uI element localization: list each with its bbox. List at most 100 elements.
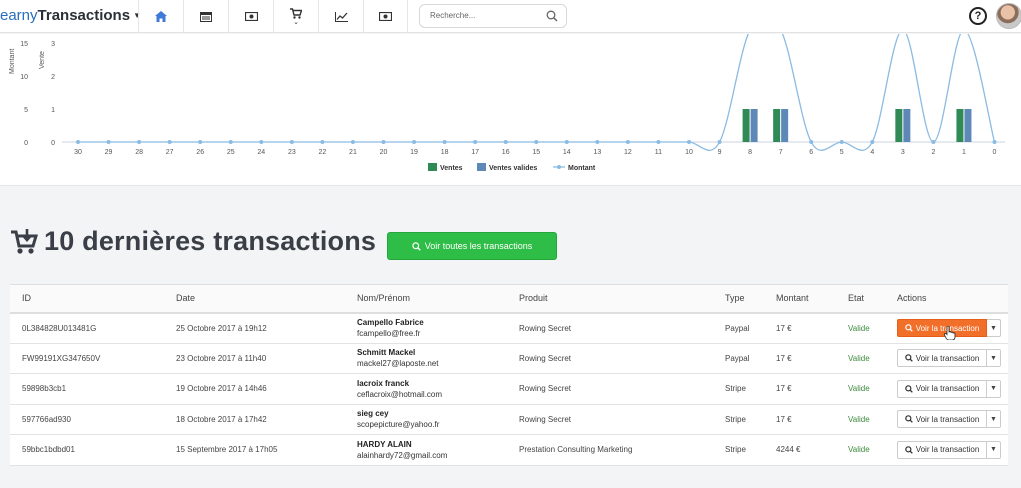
cell-product: Prestation Consulting Marketing — [519, 445, 633, 455]
transactions-table-wrap: ID Date Nom/Prénom Produit Type Montant … — [10, 284, 1008, 466]
cell-id: 59bbc1bdbd01 — [22, 445, 75, 455]
brand-part1: earny — [0, 7, 38, 24]
customer-email: alainhardy72@gmail.com — [357, 450, 448, 460]
point-montant — [717, 140, 722, 144]
table-row: 597766ad930 18 Octobre 2017 à 17h42 sieg… — [10, 404, 1008, 435]
x-tick-label: 9 — [718, 149, 722, 156]
cell-state: Valide — [848, 384, 870, 394]
hand-cursor-icon — [944, 326, 956, 340]
search-icon[interactable] — [546, 10, 558, 22]
search-box[interactable] — [419, 4, 567, 28]
cell-actions: Voir la transaction ▼ — [885, 343, 1008, 374]
cell-amount: 4244 € — [776, 445, 801, 455]
view-transaction-label: Voir la transaction — [915, 353, 980, 363]
nav-home[interactable] — [138, 0, 183, 33]
table-row: 59898b3cb1 19 Octobre 2017 à 14h46 lacro… — [10, 374, 1008, 404]
view-transaction-button[interactable]: Voir la transaction — [897, 379, 987, 398]
avatar[interactable] — [996, 3, 1021, 29]
x-tick-label: 5 — [840, 149, 844, 156]
nav-cart[interactable]: ⌄ — [273, 0, 318, 33]
view-transaction-button[interactable]: Voir la transaction — [897, 410, 987, 429]
action-dropdown-caret-icon[interactable]: ▼ — [987, 410, 1001, 429]
chevron-down-icon: ⌄ — [293, 18, 299, 26]
brand-logo[interactable]: earnyTransactions ▼ — [0, 7, 141, 24]
cell-state: Valide — [848, 414, 870, 424]
customer-email: fcampello@free.fr — [357, 329, 421, 338]
x-tick-label: 7 — [779, 149, 783, 156]
legend-label-ventes-valides: Ventes valides — [489, 165, 537, 172]
point-montant — [320, 140, 325, 144]
point-montant — [137, 140, 142, 144]
section-header: 10 dernières transactions — [10, 226, 376, 257]
search-icon — [904, 445, 913, 454]
view-all-transactions-button[interactable]: Voir toutes les transactions — [387, 232, 557, 260]
col-header-product[interactable]: Produit — [519, 293, 548, 304]
nav-cash[interactable] — [363, 0, 408, 33]
table-row: FW99191XG347650V 23 Octobre 2017 à 11h40… — [10, 343, 1008, 374]
x-tick-label: 22 — [319, 149, 327, 156]
x-tick-label: 3 — [901, 149, 905, 156]
bar-ventes-valides — [750, 109, 758, 142]
bar-ventes — [956, 109, 964, 142]
action-dropdown-caret-icon[interactable]: ▼ — [987, 319, 1001, 337]
point-montant — [381, 140, 386, 144]
brand-caret-icon: ▼ — [133, 11, 141, 20]
action-dropdown-caret-icon[interactable]: ▼ — [987, 379, 1001, 398]
point-montant — [625, 140, 630, 144]
point-montant — [350, 140, 355, 144]
x-tick-label: 18 — [441, 149, 449, 156]
action-dropdown-caret-icon[interactable]: ▼ — [987, 440, 1001, 459]
cell-amount: 17 € — [776, 414, 792, 424]
bar-ventes-valides — [903, 109, 911, 142]
cell-customer: Campello Fabrice fcampello@free.fr — [345, 313, 507, 344]
y-tick-label-vente: 0 — [51, 140, 55, 147]
nav-money[interactable] — [228, 0, 273, 33]
view-transaction-button[interactable]: Voir la transaction — [897, 440, 987, 459]
x-tick-label: 26 — [196, 149, 204, 156]
x-tick-label: 15 — [532, 149, 540, 156]
cash-icon — [379, 12, 392, 21]
cell-id: 59898b3cb1 — [22, 384, 67, 394]
point-montant — [534, 140, 539, 144]
col-header-type[interactable]: Type — [725, 293, 745, 304]
y-tick-label-montant: 10 — [20, 74, 28, 81]
col-header-state[interactable]: Etat — [848, 293, 865, 304]
view-transaction-button[interactable]: Voir la transaction — [897, 319, 987, 337]
customer-email: mackel27@laposte.net — [357, 359, 439, 369]
search-icon — [904, 384, 913, 393]
point-montant — [473, 140, 478, 144]
col-header-id[interactable]: ID — [22, 293, 31, 304]
x-tick-label: 28 — [135, 149, 143, 156]
x-tick-label: 0 — [993, 149, 997, 156]
x-tick-label: 27 — [166, 149, 174, 156]
nav-calendar[interactable] — [183, 0, 228, 33]
col-header-date[interactable]: Date — [176, 293, 196, 304]
point-montant — [839, 140, 844, 144]
cell-product: Rowing Secret — [519, 414, 572, 424]
x-tick-label: 30 — [74, 149, 82, 156]
point-montant — [656, 140, 661, 144]
cell-state: Valide — [848, 445, 870, 455]
search-input[interactable] — [430, 11, 540, 20]
x-tick-label: 19 — [410, 149, 418, 156]
cell-amount: 17 € — [776, 323, 792, 333]
nav-stats[interactable] — [318, 0, 363, 33]
customer-name: Schmitt Mackel — [357, 348, 416, 358]
x-tick-label: 2 — [931, 149, 935, 156]
table-row: 0L384828U013481G 25 Octobre 2017 à 19h12… — [10, 313, 1008, 344]
view-transaction-button[interactable]: Voir la transaction — [897, 349, 987, 368]
customer-name: Campello Fabrice — [357, 318, 424, 327]
cell-type: Stripe — [725, 414, 746, 424]
cell-id: FW99191XG347650V — [22, 353, 101, 363]
col-header-amount[interactable]: Montant — [776, 293, 809, 304]
y-tick-label-vente: 1 — [51, 107, 55, 114]
cell-date: 19 Octobre 2017 à 14h46 — [176, 384, 267, 394]
cell-type: Stripe — [725, 445, 746, 455]
help-icon[interactable]: ? — [969, 7, 987, 25]
action-dropdown-caret-icon[interactable]: ▼ — [987, 349, 1001, 368]
col-header-name[interactable]: Nom/Prénom — [357, 293, 411, 304]
point-montant — [564, 140, 569, 144]
cell-amount: 17 € — [776, 384, 792, 394]
point-montant — [595, 140, 600, 144]
